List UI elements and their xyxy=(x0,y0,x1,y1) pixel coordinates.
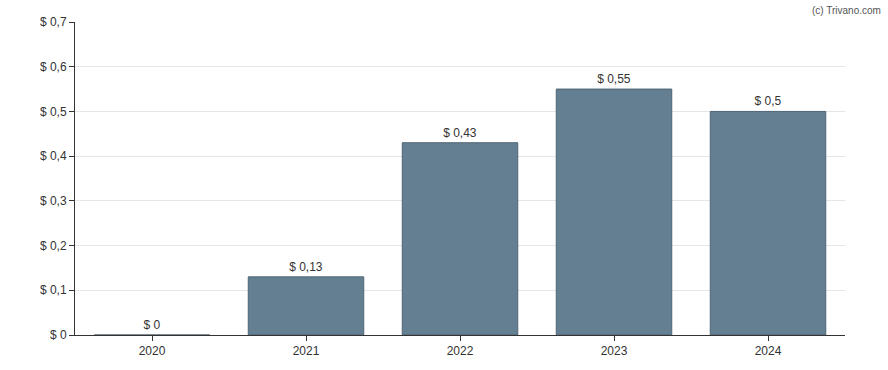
svg-text:$ 0,4: $ 0,4 xyxy=(40,149,67,163)
svg-text:$ 0,55: $ 0,55 xyxy=(597,72,631,86)
svg-text:$ 0,3: $ 0,3 xyxy=(40,194,67,208)
svg-text:2021: 2021 xyxy=(293,344,320,358)
svg-text:$ 0,6: $ 0,6 xyxy=(40,60,67,74)
svg-text:$ 0,5: $ 0,5 xyxy=(754,94,781,108)
svg-text:2023: 2023 xyxy=(601,344,628,358)
svg-text:2020: 2020 xyxy=(139,344,166,358)
svg-text:$ 0,43: $ 0,43 xyxy=(443,126,477,140)
svg-text:$ 0,2: $ 0,2 xyxy=(40,239,67,253)
svg-text:$ 0,13: $ 0,13 xyxy=(289,260,323,274)
svg-text:$ 0,7: $ 0,7 xyxy=(40,15,67,29)
svg-text:$ 0: $ 0 xyxy=(143,318,160,332)
svg-text:$ 0: $ 0 xyxy=(50,328,67,342)
svg-text:(c) Trivano.com: (c) Trivano.com xyxy=(812,5,881,16)
svg-text:2022: 2022 xyxy=(447,344,474,358)
svg-text:$ 0,5: $ 0,5 xyxy=(40,105,67,119)
svg-text:$ 0,1: $ 0,1 xyxy=(40,283,67,297)
svg-text:2024: 2024 xyxy=(755,344,782,358)
